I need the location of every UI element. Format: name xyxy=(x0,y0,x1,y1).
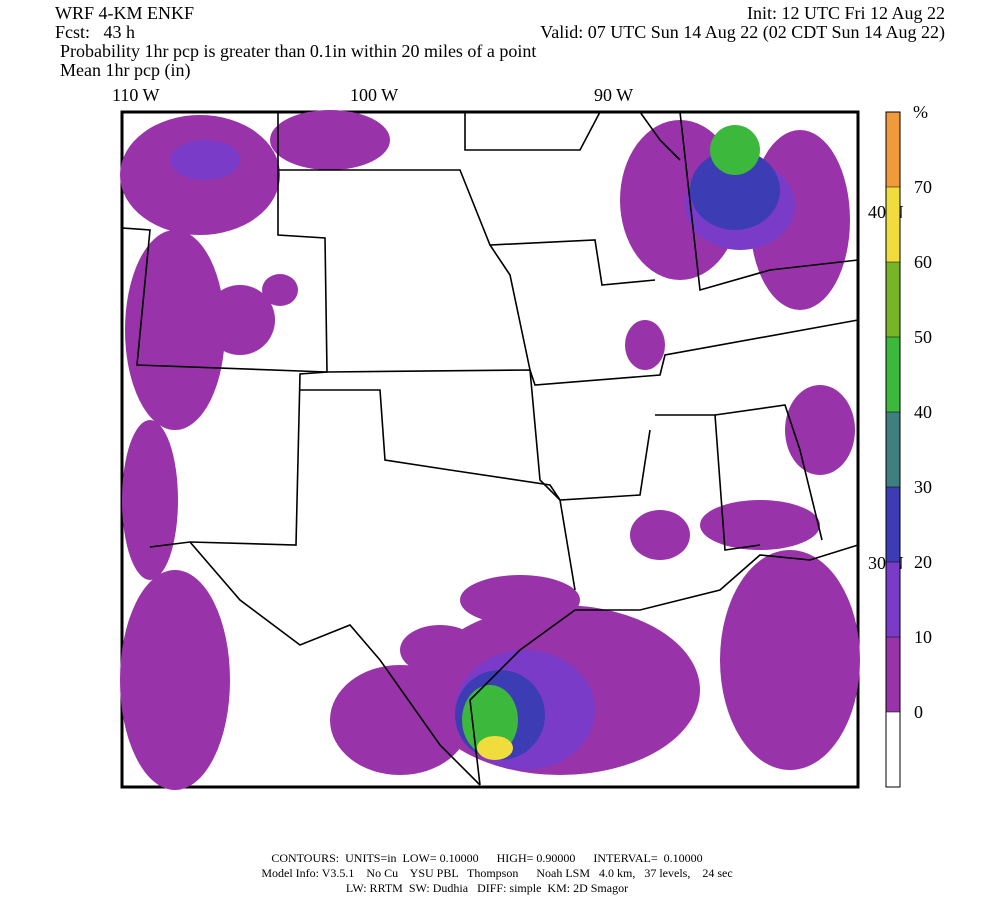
footer-model-info: Model Info: V3.5.1 No Cu YSU PBL Thompso… xyxy=(261,866,732,880)
colorbar-tick-label: 0 xyxy=(914,702,923,722)
colorbar-tick-label: 30 xyxy=(914,477,932,497)
lon-label: 110 W xyxy=(112,85,160,105)
colorbar-tick-label: 40 xyxy=(914,402,932,422)
colorbar-tick-label: 10 xyxy=(914,627,932,647)
colorbar-swatch xyxy=(886,412,900,487)
init-time: Init: 12 UTC Fri 12 Aug 22 xyxy=(747,3,945,23)
footer-physics: LW: RRTM SW: Dudhia DIFF: simple KM: 2D … xyxy=(346,881,628,895)
colorbar-swatch xyxy=(886,562,900,637)
colorbar-swatch xyxy=(886,337,900,412)
colorbar-swatch xyxy=(886,112,900,187)
colorbar-swatch xyxy=(886,712,900,787)
valid-time: Valid: 07 UTC Sun 14 Aug 22 (02 CDT Sun … xyxy=(540,22,945,43)
colorbar-unit: % xyxy=(913,102,928,122)
colorbar: 0 10 20 30 40 50 60 70 xyxy=(885,111,932,788)
footer-contours: CONTOURS: UNITS=in LOW= 0.10000 HIGH= 0.… xyxy=(271,851,702,865)
colorbar-tick-label: 60 xyxy=(914,252,932,272)
colorbar-swatch xyxy=(886,637,900,712)
lon-label: 90 W xyxy=(594,85,633,105)
map xyxy=(120,110,860,790)
colorbar-swatch xyxy=(886,187,900,262)
colorbar-swatch xyxy=(886,262,900,337)
colorbar-frame xyxy=(885,111,901,788)
field-title: Mean 1hr pcp (in) xyxy=(60,60,190,81)
colorbar-tick-label: 20 xyxy=(914,552,932,572)
field-title: Probability 1hr pcp is greater than 0.1i… xyxy=(60,41,536,61)
colorbar-tick-label: 50 xyxy=(914,327,932,347)
forecast-hour: Fcst: 43 h xyxy=(55,22,135,42)
lon-label: 100 W xyxy=(350,85,398,105)
colorbar-tick-label: 70 xyxy=(914,177,932,197)
colorbar-swatch xyxy=(886,487,900,562)
model-title: WRF 4-KM ENKF xyxy=(55,3,194,23)
